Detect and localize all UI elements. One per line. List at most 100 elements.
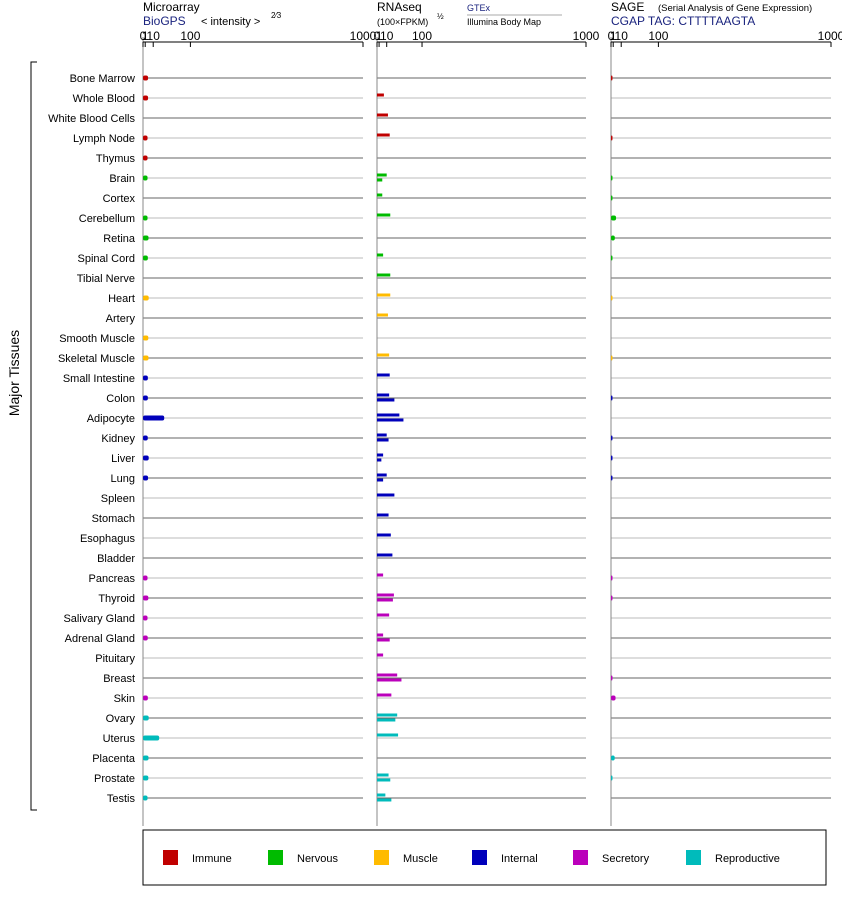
microarray-bar [143, 355, 149, 361]
sage-bar [611, 755, 615, 761]
rnaseq-bar [377, 733, 399, 737]
rnaseq-bar [377, 553, 393, 557]
sage-title: SAGE [611, 0, 644, 14]
rnaseq-bar [377, 213, 391, 217]
rnaseq-unit-exponent: ½ [437, 12, 444, 21]
rnaseq-bar [377, 678, 402, 682]
rnaseq-bar [377, 273, 391, 277]
tissue-label: Cortex [103, 193, 136, 205]
legend-label: Nervous [297, 853, 338, 865]
sage-bar [611, 595, 613, 601]
rnaseq-bar [377, 778, 391, 782]
tissue-label: Artery [106, 313, 136, 325]
microarray-bar [143, 435, 148, 441]
microarray-bar [143, 215, 148, 221]
tissue-label: Breast [103, 673, 135, 685]
rnaseq-tick-label: 0 [374, 29, 381, 43]
legend-label: Internal [501, 853, 538, 865]
microarray-tick-label: 100 [180, 29, 200, 43]
tissue-label: Placenta [92, 753, 136, 765]
legend-label: Muscle [403, 853, 438, 865]
legend-swatch [163, 850, 178, 865]
rnaseq-bar [377, 293, 391, 297]
tissue-label: Bladder [97, 553, 135, 565]
tissue-label: Lymph Node [73, 133, 135, 145]
bars-layer [143, 75, 617, 802]
tissue-label: Thymus [96, 153, 136, 165]
rnaseq-bar [377, 613, 390, 617]
sage-tick-label: 10 [615, 29, 629, 43]
rnaseq-source-gtex: GTEx [467, 3, 491, 13]
microarray-unit: < intensity > [201, 16, 260, 28]
tissue-label: Adipocyte [87, 413, 135, 425]
rnaseq-bar [377, 593, 394, 597]
rnaseq-title: RNAseq [377, 0, 422, 14]
rnaseq-bar [377, 413, 400, 417]
microarray-bar [143, 155, 148, 161]
microarray-source: BioGPS [143, 14, 186, 28]
sage-subtitle: (Serial Analysis of Gene Expression) [658, 3, 812, 14]
microarray-bar [143, 135, 148, 141]
rnaseq-bar [377, 598, 393, 602]
tissue-label: Thyroid [98, 593, 135, 605]
microarray-bar [143, 75, 149, 81]
tissue-label: Pituitary [95, 653, 135, 665]
tissue-label: Spinal Cord [78, 253, 135, 265]
rnaseq-bar [377, 133, 390, 137]
microarray-bar [143, 375, 148, 381]
tissue-label: Prostate [94, 773, 135, 785]
tissue-label: Uterus [103, 733, 136, 745]
rnaseq-bar [377, 373, 390, 377]
rnaseq-bar [377, 113, 388, 117]
rnaseq-bar [377, 773, 389, 777]
sage-bar [611, 255, 613, 261]
microarray-bar [143, 695, 148, 701]
legend-label: Secretory [602, 853, 650, 865]
legend-swatch [686, 850, 701, 865]
rnaseq-bar [377, 253, 384, 257]
microarray-bar [143, 475, 149, 481]
tissue-label: Smooth Muscle [59, 333, 135, 345]
rnaseq-bar [377, 173, 387, 177]
sage-bar [611, 355, 613, 361]
legend: Immune Nervous Muscle Internal Secretory Repr… [163, 850, 780, 865]
legend-swatch [268, 850, 283, 865]
rnaseq-bar [377, 393, 390, 397]
rnaseq-bar [377, 798, 392, 802]
rnaseq-unit: (100×FPKM) [377, 17, 428, 27]
rnaseq-bar [377, 418, 404, 422]
y-axis-label: Major Tissues [6, 330, 22, 416]
sage-bar [611, 695, 616, 701]
tissue-label: Ovary [106, 713, 136, 725]
sage-tick-label: 100 [648, 29, 668, 43]
rnaseq-bar [377, 433, 387, 437]
tissue-label: Adrenal Gland [65, 633, 135, 645]
tissue-label: Spleen [101, 493, 135, 505]
sage-bar [611, 75, 613, 81]
sage-bar [611, 215, 617, 221]
tissue-label: Pancreas [89, 573, 136, 585]
rnaseq-bar [377, 473, 387, 477]
tissue-label: Stomach [92, 513, 135, 525]
microarray-bar [143, 755, 149, 761]
rnaseq-bar [377, 453, 384, 457]
rnaseq-bar [377, 693, 392, 697]
legend-swatch [374, 850, 389, 865]
sage-tick-label: 0 [608, 29, 615, 43]
sage-bar [611, 475, 613, 481]
microarray-bar [143, 255, 148, 261]
microarray-tick-label: 1 [142, 29, 149, 43]
sage-bar [611, 675, 613, 681]
sage-tick-label: 1 [610, 29, 617, 43]
microarray-bar [143, 635, 148, 641]
rnaseq-bar [377, 193, 383, 197]
rnaseq-bar [377, 493, 395, 497]
rnaseq-bar [377, 638, 390, 642]
microarray-bar [143, 775, 149, 781]
rnaseq-bar [377, 458, 382, 462]
microarray-bar [143, 575, 148, 581]
sage-bar [611, 775, 613, 781]
microarray-bar [143, 795, 148, 801]
